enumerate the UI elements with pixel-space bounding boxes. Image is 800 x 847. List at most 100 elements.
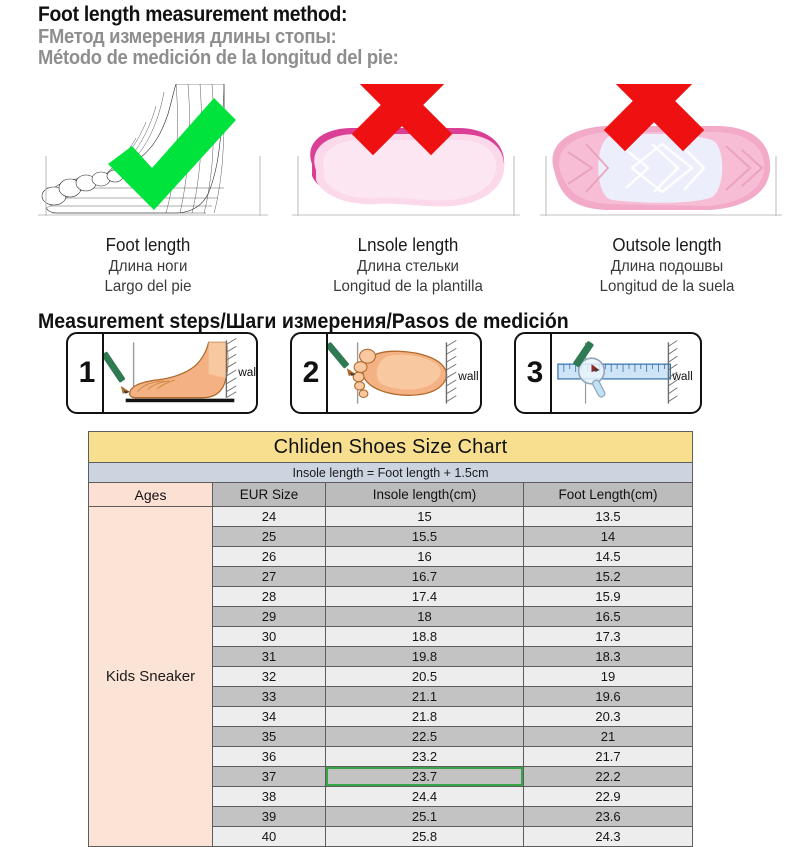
- cell-insole-length: 23.2: [325, 746, 524, 767]
- cell-insole-length: 17.4: [325, 586, 524, 607]
- cell-insole-length: 16.7: [325, 566, 524, 587]
- cell-eur-size: 38: [212, 786, 326, 807]
- label-ru: Длина ноги: [108, 257, 188, 275]
- divider: [326, 334, 328, 412]
- cell-foot-length: 19.6: [522, 686, 694, 707]
- cell-ages: Kids Sneaker: [88, 506, 213, 847]
- title-en: Foot length measurement method:: [38, 3, 348, 26]
- cell-insole-length: 19.8: [325, 646, 524, 667]
- label-es: Longitud de la plantilla: [333, 278, 483, 296]
- cell-eur-size: 34: [212, 706, 326, 727]
- step-number: 1: [78, 356, 96, 389]
- foot-wireframe-illustration: [28, 84, 276, 236]
- cell-insole-length: 21.1: [325, 686, 524, 707]
- label-en: Foot length: [105, 235, 191, 255]
- title-ru: FМетод измерения длины стопы:: [38, 25, 337, 48]
- title-es: Método de medición de la longitud del pi…: [38, 47, 399, 70]
- cell-eur-size: 36: [212, 746, 326, 767]
- cell-eur-size: 37: [212, 766, 326, 787]
- cell-insole-length: 16: [325, 546, 524, 567]
- label-group-foot-length: Foot length Длина ноги Largo del pie: [28, 234, 268, 298]
- pink-insole-illustration: [290, 84, 522, 236]
- cell-eur-size: 27: [212, 566, 326, 587]
- magnifier-icon: [577, 357, 606, 398]
- table-subtitle: Insole length = Foot length + 1.5cm: [87, 462, 694, 483]
- table-row: 31 19.8 18.3: [89, 646, 694, 667]
- table-row: Kids Sneaker 24 15 13.5: [88, 506, 694, 847]
- table-row: 26 16 14.5: [89, 546, 694, 567]
- table-title-row: Chliden Shoes Size Chart: [87, 431, 694, 463]
- step-number: 3: [526, 356, 544, 389]
- table-row: 34 21.8 20.3: [89, 706, 694, 727]
- label-group-outsole-length: Outsole length Длина подошвы Longitud de…: [542, 234, 792, 298]
- cell-foot-length: 19: [522, 666, 694, 687]
- cross-icon: [603, 84, 705, 152]
- step-box-2: 2: [290, 332, 482, 414]
- table-title: Chliden Shoes Size Chart: [87, 431, 694, 463]
- step-box-3: 3: [514, 332, 702, 414]
- cell-eur-size: 24: [212, 506, 326, 527]
- table-row: 29 18 16.5: [89, 606, 694, 627]
- table-row: 32 20.5 19: [89, 666, 694, 687]
- page-title: Foot length measurement method: FМетод и…: [38, 3, 778, 70]
- cross-icon: [351, 84, 453, 156]
- cell-eur-size: 25: [212, 526, 326, 547]
- cell-eur-size: 32: [212, 666, 326, 687]
- foot-side-view-art: wall: [104, 334, 256, 412]
- cell-insole-length: 18: [325, 606, 524, 627]
- cell-eur-size: 26: [212, 546, 326, 567]
- cell-foot-length: 22.2: [522, 766, 694, 787]
- illustration-labels: Foot length Длина ноги Largo del pie Lns…: [28, 234, 784, 306]
- cell-foot-length: 20.3: [522, 706, 694, 727]
- cell-foot-length: 18.3: [522, 646, 694, 667]
- cell-eur-size: 40: [212, 826, 326, 847]
- cell-insole-length: 15: [325, 506, 524, 527]
- column-header-insole-length: Insole length(cm): [325, 482, 524, 507]
- table-header-row: Ages EUR Size Insole length(cm) Foot Len…: [88, 482, 694, 507]
- cell-eur-size: 33: [212, 686, 326, 707]
- step-number: 2: [302, 356, 320, 389]
- label-en: Lnsole length: [357, 235, 459, 255]
- cell-foot-length: 17.3: [522, 626, 694, 647]
- cell-eur-size: 39: [212, 806, 326, 827]
- wall-label: wall: [237, 365, 256, 379]
- cell-eur-size: 29: [212, 606, 326, 627]
- label-es: Largo del pie: [104, 278, 192, 296]
- table-row: 39 25.1 23.6: [89, 806, 694, 827]
- cell-eur-size: 35: [212, 726, 326, 747]
- table-row: 27 16.7 15.2: [89, 566, 694, 587]
- cell-foot-length: 23.6: [522, 806, 694, 827]
- cell-insole-length: 25.8: [325, 826, 524, 847]
- size-chart-table: Chliden Shoes Size Chart Insole length =…: [87, 431, 694, 847]
- pencil-icon: [573, 341, 600, 373]
- measurement-steps-row: 1: [66, 332, 734, 416]
- divider: [102, 334, 104, 412]
- cell-foot-length: 15.9: [522, 586, 694, 607]
- cell-eur-size: 31: [212, 646, 326, 667]
- cell-insole-length-highlighted: 23.7: [325, 766, 524, 787]
- cell-insole-length: 20.5: [325, 666, 524, 687]
- size-chart-table-wrapper: Chliden Shoes Size Chart Insole length =…: [87, 431, 694, 847]
- label-group-insole-length: Lnsole length Длина стельки Longitud de …: [278, 234, 538, 298]
- cell-insole-length: 24.4: [325, 786, 524, 807]
- column-header-ages: Ages: [88, 482, 213, 507]
- label-ru: Длина стельки: [357, 257, 459, 275]
- cell-foot-length: 22.9: [522, 786, 694, 807]
- cell-foot-length: 13.5: [522, 506, 694, 527]
- wall-label: wall: [671, 369, 692, 383]
- cell-foot-length: 14.5: [522, 546, 694, 567]
- label-es: Longitud de la suela: [599, 278, 735, 296]
- column-header-foot-length: Foot Length(cm): [522, 482, 694, 507]
- steps-heading: Measurement steps/Шаги измерения/Pasos d…: [38, 310, 569, 333]
- column-header-eur-size: EUR Size: [212, 482, 326, 507]
- cell-foot-length: 24.3: [522, 826, 694, 847]
- wall-label: wall: [457, 369, 478, 383]
- cell-insole-length: 25.1: [325, 806, 524, 827]
- pencil-icon: [104, 351, 130, 394]
- table-row: 37 23.7 22.2: [89, 766, 694, 787]
- step-box-1: 1: [66, 332, 258, 414]
- label-en: Outsole length: [612, 235, 722, 255]
- cell-insole-length: 22.5: [325, 726, 524, 747]
- cell-foot-length: 21: [522, 726, 694, 747]
- cell-insole-length: 21.8: [325, 706, 524, 727]
